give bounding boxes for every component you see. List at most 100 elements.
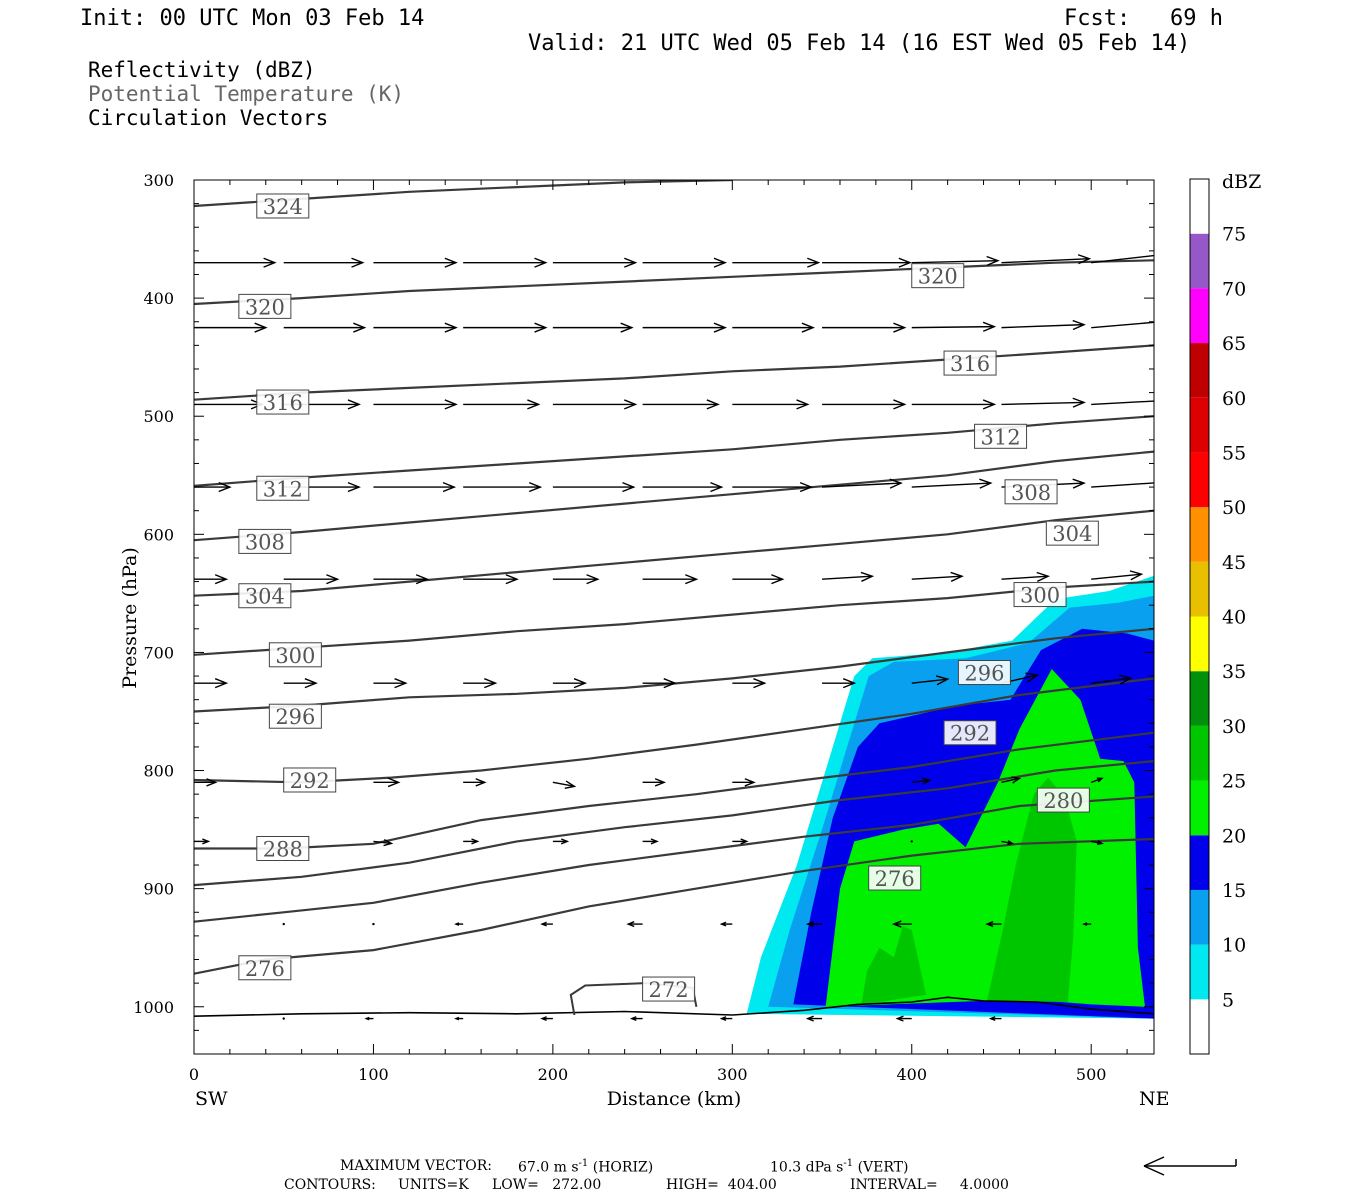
circulation-vector bbox=[642, 257, 728, 268]
theta-label-324-text: 324 bbox=[263, 195, 303, 219]
x-tick-label: 300 bbox=[717, 1065, 748, 1084]
theta-contour-296 bbox=[194, 627, 1154, 713]
circulation-vector bbox=[911, 571, 964, 582]
circulation-vector bbox=[911, 777, 932, 785]
theta-label-right-308-box bbox=[1004, 479, 1058, 505]
colorbar-label: 40 bbox=[1222, 607, 1246, 629]
theta-label-right-276: 276 bbox=[868, 865, 922, 891]
colorbar-label: 70 bbox=[1222, 278, 1246, 300]
colorbar-label: 10 bbox=[1222, 935, 1246, 957]
theta-label-276: 276 bbox=[238, 955, 292, 981]
y-tick-label: 700 bbox=[143, 643, 174, 662]
y-tick-label: 300 bbox=[143, 171, 174, 190]
vector-head bbox=[1072, 319, 1086, 331]
vector-head bbox=[471, 838, 480, 845]
vector-head bbox=[394, 678, 408, 689]
vector-head bbox=[1025, 672, 1040, 683]
vector-head bbox=[663, 678, 677, 689]
theta-label-316: 316 bbox=[256, 389, 310, 415]
theta-label-300-box bbox=[268, 642, 322, 668]
circulation-vector bbox=[911, 675, 950, 686]
x-tick-label: 100 bbox=[358, 1065, 389, 1084]
theta-label-right-296-text: 296 bbox=[964, 662, 1004, 686]
vector-shaft bbox=[911, 678, 948, 684]
vector-head bbox=[1036, 571, 1051, 582]
vector-head bbox=[214, 678, 229, 689]
field-circulation-vectors: Circulation Vectors bbox=[88, 106, 329, 130]
circulation-vector bbox=[805, 1015, 823, 1022]
contours-low: LOW= 272.00 bbox=[492, 1177, 602, 1193]
theta-label-308-text: 308 bbox=[245, 530, 285, 554]
circulation-vector bbox=[552, 574, 600, 585]
vector-head bbox=[801, 322, 815, 333]
y-tick-label: 900 bbox=[143, 880, 174, 899]
vector-head bbox=[353, 322, 367, 333]
circulation-vector bbox=[373, 481, 457, 493]
circulation-vector bbox=[732, 678, 767, 689]
circulation-vector bbox=[626, 921, 643, 928]
colorbar-label: 55 bbox=[1222, 442, 1246, 464]
vector-head bbox=[304, 678, 318, 689]
circulation-vector bbox=[1091, 840, 1104, 846]
circulation-vector bbox=[1091, 674, 1133, 685]
theta-label-272-box bbox=[642, 976, 696, 1002]
circulation-vector bbox=[283, 322, 367, 333]
theta-label-272-text: 272 bbox=[649, 978, 689, 1002]
vector-head bbox=[1007, 840, 1015, 846]
vector-head bbox=[263, 257, 277, 268]
circulation-vector bbox=[822, 678, 857, 689]
theta-label-right-312-text: 312 bbox=[981, 425, 1021, 449]
vector-head bbox=[347, 399, 361, 410]
vector-head bbox=[650, 838, 659, 845]
theta-label-right-300-box bbox=[1013, 582, 1067, 608]
vector-head bbox=[454, 1016, 460, 1021]
reflectivity-region-25dbz bbox=[987, 777, 1077, 1002]
vector-dot bbox=[910, 840, 913, 843]
circulation-vector bbox=[373, 322, 458, 333]
colorbar-swatch bbox=[1190, 780, 1209, 836]
circulation-vector bbox=[282, 1017, 285, 1020]
circulation-vector bbox=[1090, 777, 1104, 784]
circulation-vector bbox=[364, 1016, 374, 1021]
init-time: Init: 00 UTC Mon 03 Feb 14 bbox=[80, 6, 425, 31]
circulation-vector bbox=[552, 257, 638, 268]
circulation-vector bbox=[1001, 319, 1086, 331]
circulation-vector bbox=[373, 678, 408, 689]
colorbar-swatch bbox=[1190, 288, 1209, 344]
colorbar-swatch bbox=[1190, 507, 1209, 562]
vector-head bbox=[254, 322, 268, 333]
max-vector-label: MAXIMUM VECTOR: bbox=[340, 1158, 492, 1174]
colorbar-label: 35 bbox=[1222, 661, 1246, 683]
vector-head bbox=[744, 778, 756, 787]
vector-dot bbox=[282, 922, 285, 926]
vector-head bbox=[622, 481, 636, 493]
circulation-vector bbox=[1091, 254, 1154, 264]
vector-head bbox=[753, 678, 767, 689]
circulation-vector bbox=[552, 780, 577, 789]
vector-head bbox=[383, 838, 394, 847]
theta-label-right-276-text: 276 bbox=[875, 867, 915, 891]
vector-head bbox=[982, 321, 997, 332]
theta-label-right-320: 320 bbox=[911, 263, 965, 289]
vector-shaft bbox=[1001, 777, 1020, 784]
theta-label-296-box bbox=[268, 703, 322, 729]
circulation-vector bbox=[373, 257, 458, 268]
circulation-vector bbox=[642, 322, 728, 333]
circulation-vector bbox=[822, 322, 907, 333]
colorbar-swatch bbox=[1190, 889, 1209, 945]
circulation-vector bbox=[1091, 400, 1154, 406]
circulation-vector bbox=[282, 922, 285, 926]
circulation-vector bbox=[552, 678, 588, 689]
theta-contour-308 bbox=[194, 450, 1154, 542]
theta-contour-276 bbox=[194, 837, 1154, 975]
theta-label-right-292-box bbox=[943, 720, 997, 746]
vector-head bbox=[442, 481, 457, 493]
vector-head bbox=[740, 838, 749, 845]
circulation-vector bbox=[540, 921, 553, 927]
vector-head bbox=[586, 574, 600, 585]
theta-label-right-308: 308 bbox=[1004, 479, 1058, 505]
colorbar-swatch bbox=[1190, 452, 1209, 508]
theta-label-276-box bbox=[238, 955, 292, 981]
colorbar-label: 75 bbox=[1222, 224, 1246, 246]
